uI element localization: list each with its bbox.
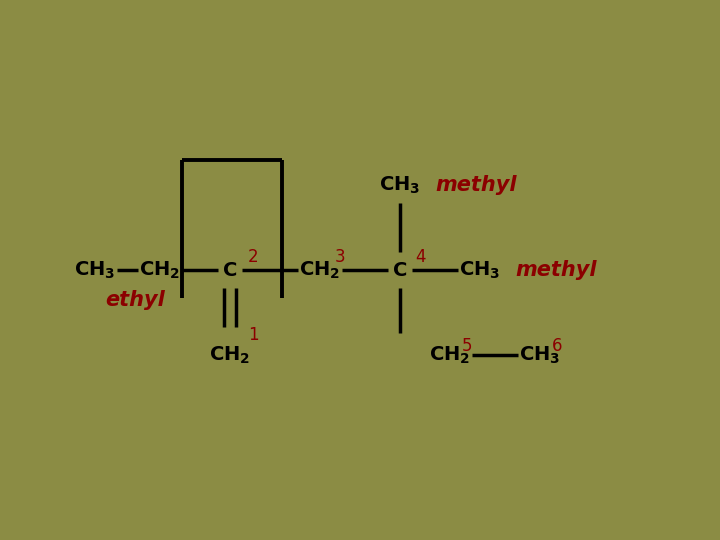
Text: $\mathregular{CH_3}$: $\mathregular{CH_3}$ [459, 259, 500, 281]
Text: $\mathregular{CH_3}$: $\mathregular{CH_3}$ [379, 174, 420, 195]
Text: C: C [222, 260, 237, 280]
Text: $\mathregular{CH_3}$: $\mathregular{CH_3}$ [519, 345, 561, 366]
Text: 2: 2 [248, 248, 258, 266]
Text: methyl: methyl [515, 260, 596, 280]
Text: 1: 1 [248, 326, 258, 344]
Text: 4: 4 [415, 248, 426, 266]
Text: 3: 3 [335, 248, 346, 266]
Text: $\mathregular{CH_2}$: $\mathregular{CH_2}$ [429, 345, 471, 366]
Text: 6: 6 [552, 337, 562, 355]
Text: $\mathregular{CH_2}$: $\mathregular{CH_2}$ [140, 259, 181, 281]
Text: ethyl: ethyl [105, 290, 165, 310]
Text: C: C [393, 260, 408, 280]
Text: $\mathregular{CH_2}$: $\mathregular{CH_2}$ [210, 345, 251, 366]
Text: 5: 5 [462, 337, 472, 355]
Text: $\mathregular{CH_2}$: $\mathregular{CH_2}$ [300, 259, 341, 281]
Text: methyl: methyl [435, 175, 516, 195]
Text: $\mathregular{CH_3}$: $\mathregular{CH_3}$ [74, 259, 116, 281]
